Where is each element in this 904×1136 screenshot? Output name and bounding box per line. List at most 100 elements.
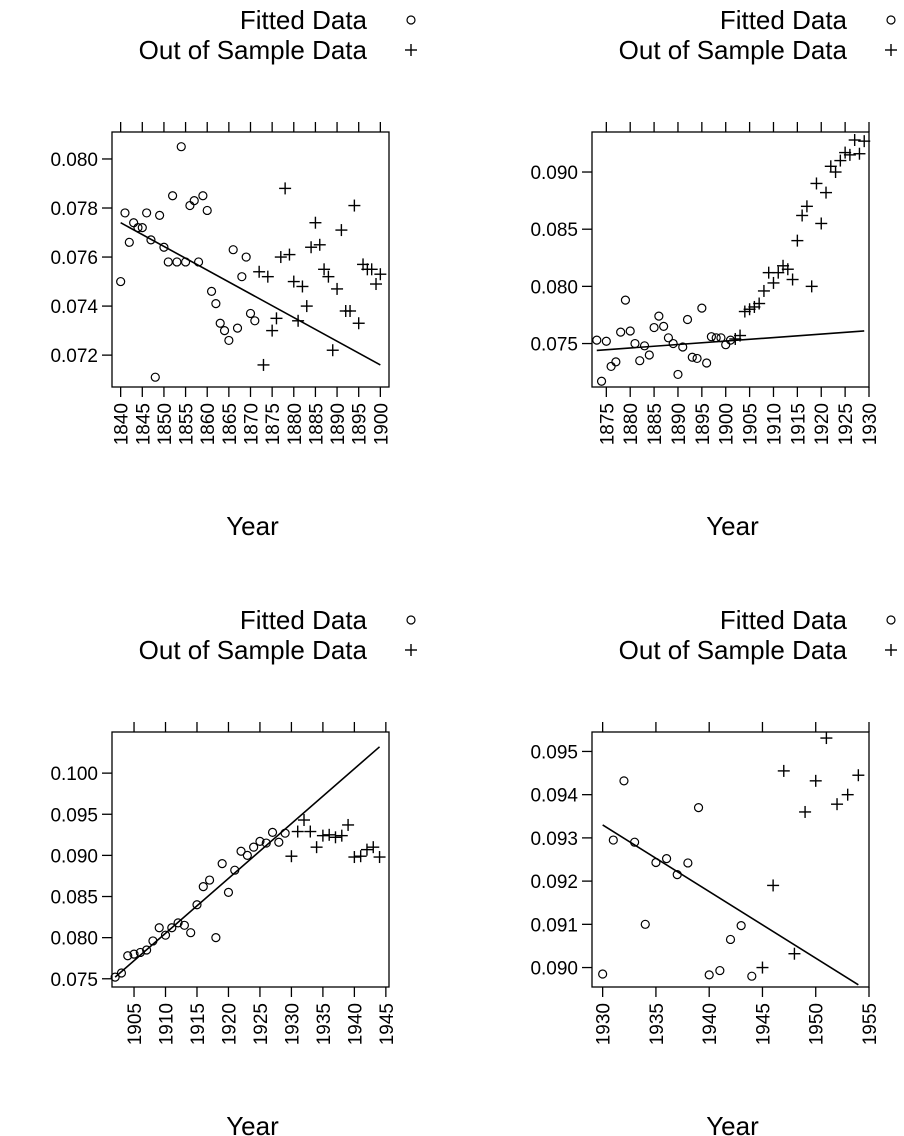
y-tick-label: 0.100 — [50, 764, 98, 785]
x-tick-label: 1915 — [788, 403, 809, 445]
x-tick-label: 1940 — [345, 1003, 366, 1045]
out-of-sample-point — [323, 828, 336, 841]
out-of-sample-point — [370, 278, 383, 291]
out-of-sample-point — [834, 154, 847, 167]
out-of-sample-point — [374, 268, 387, 281]
chart-panel-3: 1905 1910 1915 1920 1925 1930 1935 1940 1945 0.07… — [50, 605, 417, 1136]
x-tick-label: 1885 — [645, 403, 666, 445]
x-tick-label: 1930 — [594, 1003, 615, 1045]
x-tick-label: 1930 — [282, 1003, 303, 1045]
out-of-sample-point — [304, 825, 317, 838]
fitted-point — [155, 210, 165, 220]
fitted-point — [192, 900, 202, 910]
fitted-point — [120, 208, 130, 218]
fitted-point — [116, 276, 126, 287]
fitted-point — [211, 299, 221, 309]
out-of-sample-point — [318, 263, 331, 276]
out-of-sample-point — [788, 947, 801, 960]
out-of-sample-point — [809, 774, 822, 787]
fitted-point — [693, 803, 704, 813]
y-tick-label: 0.080 — [50, 150, 98, 171]
out-of-sample-point — [367, 841, 380, 854]
fitted-point — [123, 951, 133, 961]
x-tick-label: 1930 — [860, 403, 881, 445]
fitted-point — [179, 920, 189, 930]
out-of-sample-point — [352, 317, 365, 330]
y-tick-label: 0.090 — [530, 163, 578, 184]
x-tick-label: 1850 — [155, 403, 176, 445]
x-tick-label: 1910 — [764, 403, 785, 445]
out-of-sample-point — [266, 324, 279, 337]
y-tick-label: 0.090 — [530, 959, 578, 980]
out-of-sample-point — [820, 732, 833, 745]
fitted-point — [255, 836, 265, 847]
fitted-point — [725, 335, 736, 345]
legend-label-out-of-sample: Out of Sample Data — [619, 35, 848, 65]
x-tick-label: 1855 — [177, 403, 198, 445]
out-of-sample-point — [843, 148, 856, 161]
fitted-point — [211, 933, 221, 943]
out-of-sample-point — [360, 843, 373, 856]
fitted-point — [267, 827, 278, 837]
fit-line — [596, 330, 865, 352]
fitted-point — [137, 223, 147, 233]
fitted-point — [619, 776, 629, 786]
out-of-sample-point — [799, 805, 812, 818]
y-tick-label: 0.091 — [530, 915, 578, 936]
fitted-point — [280, 828, 290, 838]
fitted-point — [274, 837, 284, 847]
fitted-point — [596, 376, 607, 386]
out-of-sample-point — [753, 297, 766, 310]
fitted-point — [129, 218, 139, 228]
x-tick-label: 1840 — [112, 403, 133, 445]
fitted-point — [697, 303, 707, 313]
y-tick-label: 0.076 — [50, 248, 98, 269]
out-of-sample-point — [305, 241, 318, 254]
x-tick-label: 1945 — [377, 1003, 398, 1045]
legend-symbol-fitted — [406, 15, 416, 25]
fitted-point — [725, 934, 736, 945]
legend-symbol-out-of-sample — [885, 644, 897, 656]
out-of-sample-point — [815, 217, 828, 230]
out-of-sample-point — [796, 209, 809, 222]
x-axis-label: Year — [226, 1111, 279, 1136]
fitted-point — [189, 196, 199, 206]
out-of-sample-point — [316, 829, 329, 842]
x-tick-label: 1865 — [220, 403, 241, 445]
fitted-point — [736, 921, 746, 931]
legend-label-fitted: Fitted Data — [240, 5, 368, 35]
fitted-point — [673, 369, 683, 380]
out-of-sample-point — [772, 266, 785, 279]
fitted-point — [204, 875, 215, 885]
out-of-sample-point — [348, 199, 361, 212]
x-tick-label: 1880 — [621, 403, 642, 445]
out-of-sample-point — [738, 305, 751, 318]
y-tick-label: 0.090 — [50, 846, 98, 867]
out-of-sample-point — [285, 850, 298, 863]
y-tick-label: 0.085 — [50, 888, 98, 909]
x-tick-label: 1875 — [263, 403, 284, 445]
fitted-point — [142, 208, 152, 218]
x-tick-label: 1920 — [219, 1003, 240, 1045]
y-tick-label: 0.093 — [530, 829, 578, 850]
fitted-point — [206, 286, 217, 296]
fitted-point — [228, 245, 238, 255]
out-of-sample-point — [309, 216, 322, 229]
fitted-point — [640, 919, 650, 929]
x-tick-label: 1845 — [133, 403, 154, 445]
legend-symbol-fitted — [886, 15, 896, 25]
out-of-sample-point — [756, 961, 769, 974]
x-tick-label: 1890 — [328, 403, 349, 445]
fitted-point — [223, 887, 234, 898]
legend-label-fitted: Fitted Data — [720, 605, 848, 635]
out-of-sample-point — [839, 146, 852, 159]
x-tick-label: 1905 — [741, 403, 762, 445]
fit-line — [602, 824, 859, 986]
y-tick-label: 0.092 — [530, 872, 578, 893]
out-of-sample-point — [292, 314, 305, 327]
fitted-point — [747, 971, 757, 981]
fitted-point — [186, 928, 196, 938]
x-tick-label: 1920 — [812, 403, 833, 445]
fitted-point — [198, 191, 208, 201]
